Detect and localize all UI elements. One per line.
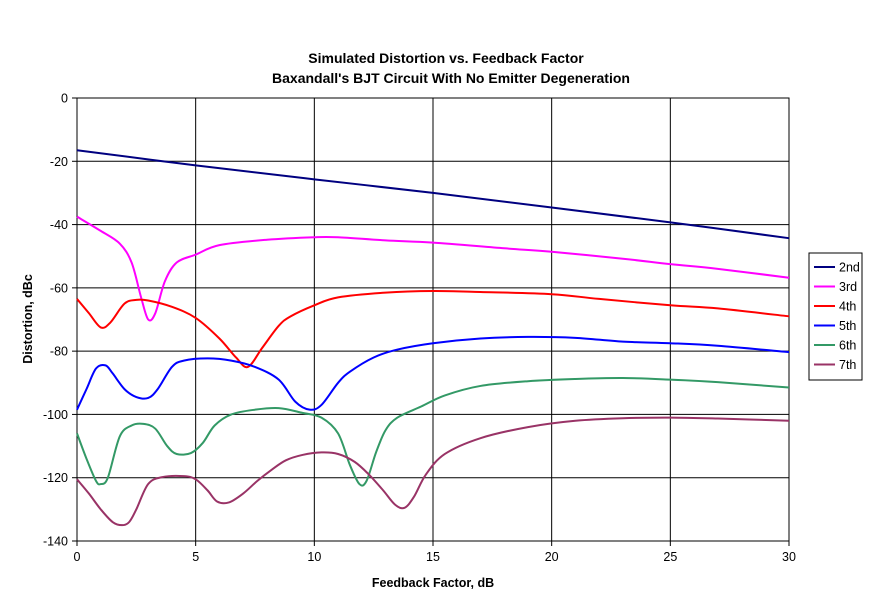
legend-label-5th: 5th <box>839 319 856 333</box>
y-tick-label: -140 <box>43 535 68 549</box>
series-line-5th <box>76 335 790 411</box>
x-tick-label: 30 <box>782 550 796 564</box>
y-tick-label: -20 <box>50 155 68 169</box>
series-line-6th <box>76 377 790 487</box>
y-axis-label: Distortion, dBc <box>21 274 35 364</box>
y-tick-label: -40 <box>50 218 68 232</box>
series-line-2nd <box>76 149 790 240</box>
x-tick-label: 25 <box>663 550 677 564</box>
chart-title: Simulated Distortion vs. Feedback Factor <box>308 50 584 66</box>
series-line-3rd <box>76 215 790 322</box>
series-line-7th <box>76 416 790 527</box>
chart-subtitle: Baxandall's BJT Circuit With No Emitter … <box>272 70 630 86</box>
series-line-4th <box>76 290 790 369</box>
legend-label-7th: 7th <box>839 358 856 372</box>
y-tick-label: -120 <box>43 471 68 485</box>
plot-area: 0 5 10 15 20 25 30 0 -20 -40 -60 -80 -100 -120 -140 <box>43 92 796 565</box>
y-tick-label: 0 <box>61 92 68 106</box>
x-tick-label: 10 <box>307 550 321 564</box>
x-tick-label: 0 <box>74 550 81 564</box>
legend: 2nd 3rd 4th 5th 6th 7th <box>808 252 863 381</box>
x-tick-label: 20 <box>545 550 559 564</box>
legend-label-3rd: 3rd <box>839 280 857 294</box>
legend-box <box>808 252 863 381</box>
legend-label-6th: 6th <box>839 339 856 353</box>
legend-label-2nd: 2nd <box>839 261 860 275</box>
x-tick-label: 5 <box>192 550 199 564</box>
x-tick-label: 15 <box>426 550 440 564</box>
y-tick-label: -100 <box>43 408 68 422</box>
y-tick-label: -60 <box>50 281 68 295</box>
y-tick-label: -80 <box>50 345 68 359</box>
legend-label-4th: 4th <box>839 300 856 314</box>
x-axis-label: Feedback Factor, dB <box>372 576 494 590</box>
